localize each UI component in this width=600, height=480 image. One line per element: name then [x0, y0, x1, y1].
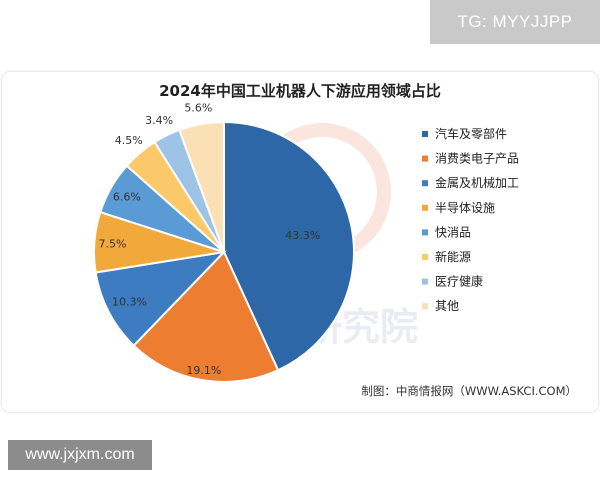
- legend-swatch: [422, 229, 428, 236]
- legend-label: 医疗健康: [435, 274, 483, 289]
- legend-swatch: [422, 303, 428, 310]
- data-label: 43.3%: [285, 229, 320, 242]
- legend-label: 消费类电子产品: [435, 152, 519, 166]
- chart-card: 中商产业研究院 2024年中国工业机器人下游应用领域占比 43.3%19.1%1…: [2, 72, 598, 412]
- url-watermark: www.jxjxm.com: [8, 440, 152, 470]
- legend-swatch: [422, 254, 428, 260]
- pie-slice: [178, 120, 225, 253]
- data-label: 3.4%: [145, 114, 173, 127]
- pie-slices: [93, 120, 355, 383]
- legend-swatch: [422, 180, 428, 187]
- legend-swatch: [422, 278, 428, 285]
- data-label: 19.1%: [186, 364, 221, 377]
- legend-label: 汽车及零部件: [435, 126, 507, 141]
- pie-slice: [94, 250, 227, 347]
- data-labels: 43.3% 19.1% 10.3% 7.5% 6.6% 4.5%3.4% 5.6%: [99, 101, 321, 377]
- pie-slice: [132, 250, 280, 383]
- pie-slice: [223, 120, 355, 372]
- data-label: 7.5%: [99, 237, 127, 250]
- data-label: 10.3%: [112, 295, 147, 308]
- source-note: 制图：中商情报网（WWW.ASKCI.COM）: [361, 384, 577, 398]
- tg-watermark: TG: MYYJJPP: [430, 0, 600, 44]
- data-label: 4.5%: [115, 134, 143, 147]
- legend-swatch: [422, 131, 428, 137]
- legend-swatch: [422, 155, 428, 162]
- data-label: 6.6%: [113, 191, 141, 204]
- chart-title: 2024年中国工业机器人下游应用领域占比: [159, 82, 441, 100]
- legend-swatch: [422, 204, 428, 211]
- legend-label: 快消品: [435, 225, 471, 239]
- legend-label: 新能源: [435, 249, 471, 264]
- legend-label: 其他: [435, 299, 459, 313]
- pie-chart: 中商产业研究院 2024年中国工业机器人下游应用领域占比 43.3%19.1%1…: [93, 82, 577, 398]
- legend-label: 金属及机械加工: [435, 175, 519, 190]
- legend-label: 半导体设施: [435, 201, 495, 215]
- data-label: 5.6%: [184, 101, 212, 114]
